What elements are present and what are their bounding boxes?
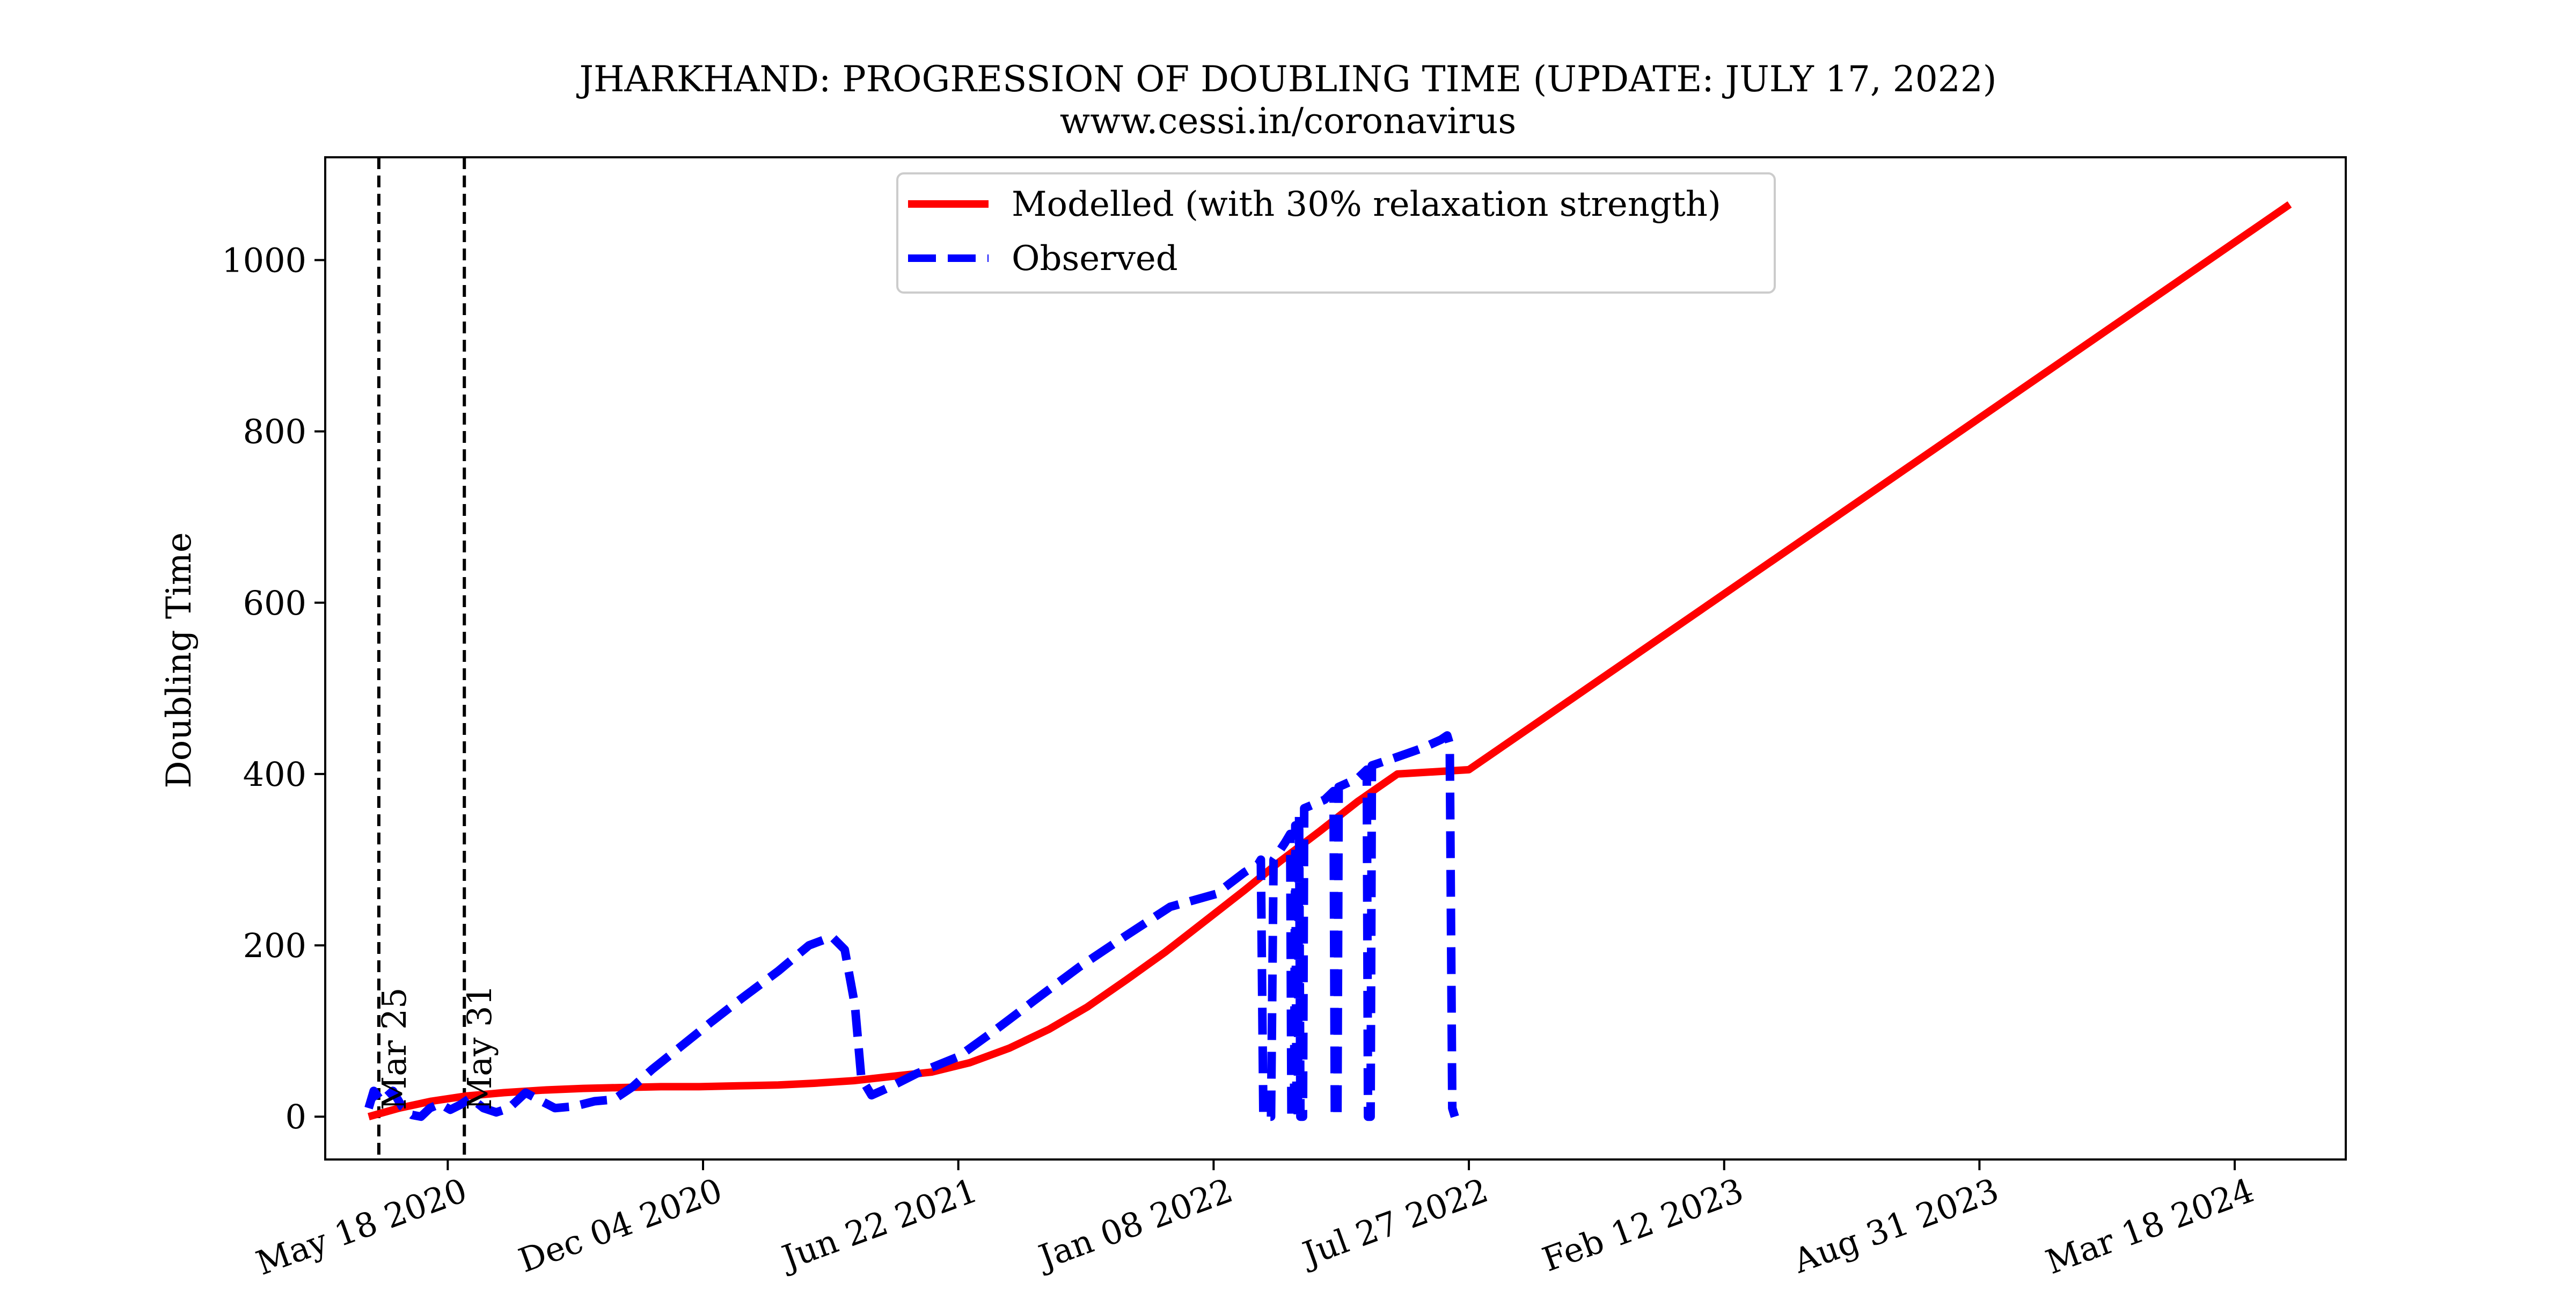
vline-label-0: Mar 25	[375, 988, 414, 1111]
y-tick-label-2: 400	[243, 755, 306, 794]
x-tick-label-4: Jul 27 2022	[1295, 1170, 1494, 1274]
y-axis-label: Doubling Time	[159, 532, 199, 788]
legend-box	[896, 172, 1776, 294]
y-tick-label-3: 600	[243, 583, 306, 623]
chart-title: JHARKHAND: PROGRESSION OF DOUBLING TIME …	[576, 59, 1996, 100]
x-tick-label-2: Jun 22 2021	[774, 1170, 982, 1278]
legend-label-observed: Observed	[1012, 239, 1178, 279]
axis-layer: Mar 25 May 31 0 200 400 600 800 1000 May 18 2020…	[222, 240, 2259, 1282]
chart-subtitle: www.cessi.in/coronavirus	[1060, 100, 1517, 142]
x-tick-label-0: May 18 2020	[251, 1170, 472, 1282]
y-tick-label-5: 1000	[222, 240, 306, 280]
x-tick-label-5: Feb 12 2023	[1537, 1170, 1748, 1279]
x-tick-label-3: Jan 08 2022	[1031, 1170, 1238, 1278]
x-tick-label-7: Mar 18 2024	[2041, 1170, 2259, 1282]
series-line-modelled	[368, 201, 2292, 1120]
plot-frame	[324, 156, 2347, 1161]
y-tick-label-0: 0	[286, 1097, 306, 1136]
plot-layer	[364, 157, 2292, 1159]
y-tick-label-1: 200	[243, 926, 306, 965]
y-tick-label-4: 800	[243, 412, 306, 451]
vline-label-1: May 31	[460, 984, 499, 1110]
x-tick-label-1: Dec 04 2020	[514, 1170, 727, 1280]
legend: Modelled (with 30% relaxation strength) …	[896, 172, 1776, 294]
legend-label-modelled: Modelled (with 30% relaxation strength)	[1012, 185, 1721, 224]
x-tick-label-6: Aug 31 2023	[1788, 1170, 2003, 1281]
series-line-observed	[364, 731, 1459, 1121]
